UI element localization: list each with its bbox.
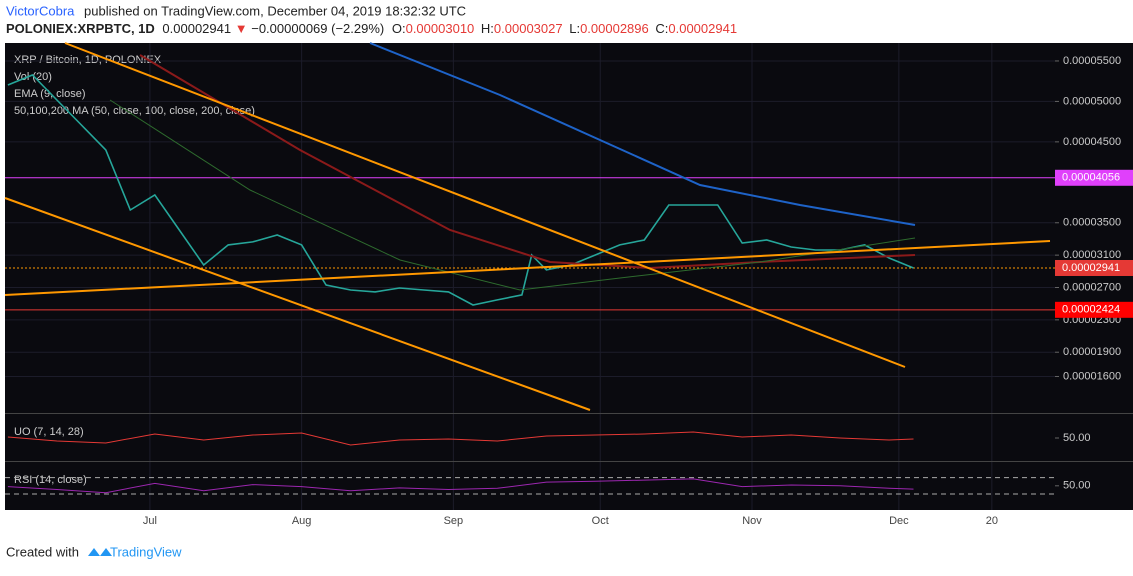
moving-average xyxy=(109,99,916,291)
x-tick-label: Jul xyxy=(143,515,157,527)
series-line xyxy=(7,74,914,306)
close-label: C: xyxy=(655,21,668,36)
indicator-label: Vol (20) xyxy=(14,71,52,83)
pane-title: UO (7, 14, 28) xyxy=(14,426,84,438)
pane-title: XRP / Bitcoin, 1D, POLONIEX xyxy=(14,54,162,66)
price-tag xyxy=(1055,169,1133,186)
open-label: O: xyxy=(392,21,406,36)
axes: Jul Aug Sep Oct Nov Dec 20 0.00005500 0.00005000… xyxy=(5,55,1133,527)
y-tick-label: 0.00001900 xyxy=(1063,346,1121,358)
open: 0.00003010 xyxy=(406,21,475,36)
plot-area: XRP / Bitcoin, 1D, POLONIEX Vol (20) EMA (… xyxy=(5,43,1055,510)
y-tick-label: 0.00002700 xyxy=(1063,281,1121,293)
tradingview-logo xyxy=(88,548,112,556)
price-tag-label: 0.00002941 xyxy=(1062,262,1120,274)
series-line xyxy=(7,431,914,446)
pane-title: RSI (14, close) xyxy=(14,474,87,486)
price-scale-background xyxy=(1055,43,1133,510)
close: 0.00002941 xyxy=(668,21,737,36)
chart-background xyxy=(5,43,1055,510)
x-tick-label: Oct xyxy=(592,515,609,527)
author[interactable]: VictorCobra xyxy=(6,3,75,18)
trend-line xyxy=(64,42,906,368)
trend-line xyxy=(4,240,1051,296)
indicator-label: EMA (9, close) xyxy=(14,88,86,100)
published: published on TradingView.com, December 0… xyxy=(84,3,466,18)
low-label: L: xyxy=(569,21,580,36)
y-tick-label: 0.00004500 xyxy=(1063,136,1121,148)
y-tick-label: 50.00 xyxy=(1063,432,1091,444)
price-tag-label: 0.00004056 xyxy=(1062,172,1120,184)
y-tick-label: 0.00001600 xyxy=(1063,370,1121,382)
last-price: 0.00002941 xyxy=(162,21,231,36)
series-line xyxy=(7,478,914,494)
low: 0.00002896 xyxy=(580,21,649,36)
price-tag xyxy=(1055,301,1133,318)
moving-average xyxy=(369,42,916,226)
x-tick-label: Nov xyxy=(742,515,762,527)
y-tick-label: 0.00003500 xyxy=(1063,217,1121,229)
y-tick-label: 0.00005000 xyxy=(1063,95,1121,107)
y-tick-label: 0.00003100 xyxy=(1063,249,1121,261)
symbol: POLONIEX:XRPBTC, 1D xyxy=(6,21,155,36)
x-tick-label: Sep xyxy=(444,515,464,527)
trend-line xyxy=(4,197,591,411)
x-tick-label: 20 xyxy=(986,515,998,527)
arrow: ▼ xyxy=(235,21,248,36)
high-label: H: xyxy=(481,21,494,36)
change: −0.00000069 (−2.29%) xyxy=(251,21,384,36)
header-quote: POLONIEX:XRPBTC, 1D 0.00002941 ▼ −0.0000… xyxy=(6,21,737,36)
drawings xyxy=(4,42,1051,411)
footer-text: Created with xyxy=(6,544,79,559)
y-tick-label: 50.00 xyxy=(1063,480,1091,492)
indicator-label: 50,100,200 MA (50, close, 100, close, 20… xyxy=(14,105,255,117)
high: 0.00003027 xyxy=(494,21,563,36)
price-tag xyxy=(1055,259,1133,276)
y-tick-label: 0.00005500 xyxy=(1063,55,1121,67)
x-tick-label: Aug xyxy=(292,515,312,527)
x-tick-label: Dec xyxy=(889,515,909,527)
price-tag-label: 0.00002424 xyxy=(1062,304,1120,316)
footer-brand[interactable]: TradingView xyxy=(110,544,182,559)
